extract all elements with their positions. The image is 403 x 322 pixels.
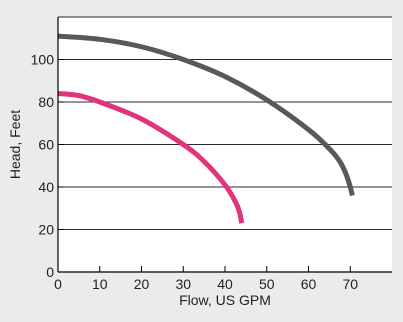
- series-line-1: [57, 33, 355, 197]
- x-tick-label: 70: [342, 276, 358, 292]
- series-layer: [57, 33, 355, 224]
- axes: [57, 17, 392, 273]
- x-tick-label: 60: [301, 276, 317, 292]
- x-tick-label: 30: [175, 276, 191, 292]
- y-tick-label: 20: [38, 222, 54, 238]
- y-tick-label: 0: [46, 264, 54, 280]
- x-tick-label: 10: [92, 276, 108, 292]
- x-tick-label: 0: [54, 276, 62, 292]
- x-axis-title: Flow, US GPM: [179, 292, 271, 308]
- y-tick-label: 60: [38, 137, 54, 153]
- y-tick-label: 40: [38, 179, 54, 195]
- series-line-2: [57, 91, 245, 224]
- y-tick-label: 100: [31, 52, 55, 68]
- y-tick-label: 80: [38, 94, 54, 110]
- x-tick-label: 40: [217, 276, 233, 292]
- x-tick-label: 50: [259, 276, 275, 292]
- y-axis-title: Head, Feet: [7, 110, 23, 179]
- x-tick-label: 20: [134, 276, 150, 292]
- tick-labels: 0 10 20 30 40 50 60 70 0 20 40 60 80 100: [31, 52, 359, 293]
